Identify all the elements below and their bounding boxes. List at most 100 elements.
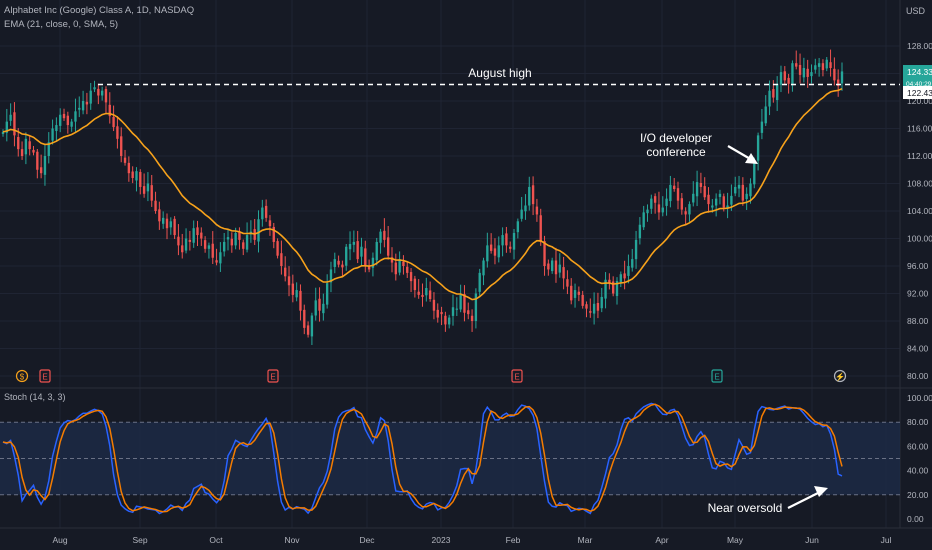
candle-body — [364, 248, 367, 266]
price-tick-label: 80.00 — [907, 371, 929, 381]
price-tick-label: 92.00 — [907, 289, 929, 299]
candle-body — [196, 227, 199, 236]
candle-body — [631, 259, 634, 268]
near-oversold-label: Near oversold — [708, 501, 783, 515]
candle-body — [5, 121, 8, 133]
candle-body — [589, 311, 592, 313]
candle-body — [47, 142, 50, 156]
candle-body — [181, 245, 184, 253]
candle-body — [93, 87, 96, 90]
candle-body — [165, 218, 169, 229]
candle-body — [85, 101, 89, 105]
price-tick-label: 120.00 — [907, 96, 932, 106]
candle-body — [489, 244, 493, 251]
price-tick-label: 128.00 — [907, 41, 932, 51]
candle-body — [264, 205, 268, 218]
candle-body — [337, 260, 340, 265]
candle-body — [284, 267, 287, 277]
price-tick-label: 84.00 — [907, 344, 929, 354]
candle-body — [749, 183, 752, 197]
candle-body — [97, 88, 100, 96]
stoch-band-group — [0, 421, 900, 496]
candle-body — [89, 90, 92, 104]
candle-body — [367, 266, 371, 270]
candle-body — [699, 182, 703, 187]
candle-body — [287, 276, 291, 286]
ema-indicator-label[interactable]: EMA (21, close, 0, SMA, 5) — [4, 19, 119, 30]
event-marker-glyph: E — [270, 373, 275, 382]
candle-body — [329, 269, 333, 283]
candle-body — [81, 101, 85, 111]
candle-body — [356, 241, 359, 260]
candle-body — [760, 121, 764, 133]
time-tick-label: Jul — [881, 535, 892, 545]
candle-body — [596, 302, 600, 311]
candle-body — [764, 106, 767, 124]
candle-body — [642, 212, 645, 228]
candle-body — [566, 279, 569, 287]
price-tick-label: 100.00 — [907, 234, 932, 244]
countdown-badge — [903, 79, 932, 87]
candle-body — [547, 263, 550, 270]
candle-body — [394, 262, 397, 275]
time-tick-label: May — [727, 535, 744, 545]
candle-body — [695, 182, 699, 197]
candle-body — [177, 236, 180, 246]
candle-body — [131, 171, 134, 178]
candle-body — [451, 307, 455, 316]
candle-body — [226, 237, 230, 240]
candle-body — [238, 231, 241, 240]
candle-body — [161, 217, 165, 224]
candle-body — [398, 259, 401, 273]
candle-body — [9, 114, 12, 121]
candle-body — [531, 185, 535, 205]
stoch-tick-label: 100.00 — [907, 393, 932, 403]
ema-price-badge — [903, 86, 932, 99]
candle-body — [257, 219, 260, 242]
candle-body — [539, 215, 542, 242]
candle-body — [478, 272, 481, 292]
candle-body — [230, 238, 234, 246]
candle-body — [795, 63, 798, 67]
candle-body — [51, 128, 54, 141]
candle-body — [573, 290, 577, 298]
ema-group — [2, 87, 843, 301]
candle-body — [303, 309, 306, 328]
candle-body — [234, 233, 237, 246]
currency-label: USD — [906, 6, 926, 16]
time-tick-label: Mar — [578, 535, 593, 545]
candle-body — [703, 186, 706, 198]
earnings-marker-box — [39, 369, 51, 383]
time-tick-label: Aug — [52, 535, 67, 545]
stoch-lines-group — [2, 402, 843, 515]
candle-body — [348, 244, 352, 250]
candle-body — [306, 325, 310, 335]
candle-body — [200, 232, 203, 239]
stoch-indicator-label[interactable]: Stoch (14, 3, 3) — [4, 392, 66, 402]
candle-body — [722, 196, 725, 208]
candle-body — [409, 272, 413, 282]
candle-body — [219, 252, 222, 264]
candle-body — [120, 136, 123, 156]
last-price-badge — [903, 65, 932, 79]
candle-body — [28, 141, 31, 150]
candle-body — [371, 257, 375, 268]
candle-body — [653, 196, 657, 203]
candle-body — [741, 184, 745, 201]
candle-body — [100, 90, 104, 96]
candle-body — [745, 193, 748, 200]
io-arrow — [727, 145, 758, 164]
candle-body — [39, 167, 43, 174]
candle-body — [837, 79, 840, 86]
candle-body — [55, 125, 58, 131]
candle-body — [345, 246, 348, 266]
stoch-d-line — [2, 403, 843, 513]
candle-body — [661, 207, 664, 213]
candle-body — [627, 266, 630, 276]
candle-body — [711, 205, 714, 208]
countdown-text: 04:40:29 — [906, 81, 932, 88]
candle-body — [375, 241, 378, 261]
candle-body — [516, 221, 520, 233]
candle-body — [840, 71, 844, 84]
